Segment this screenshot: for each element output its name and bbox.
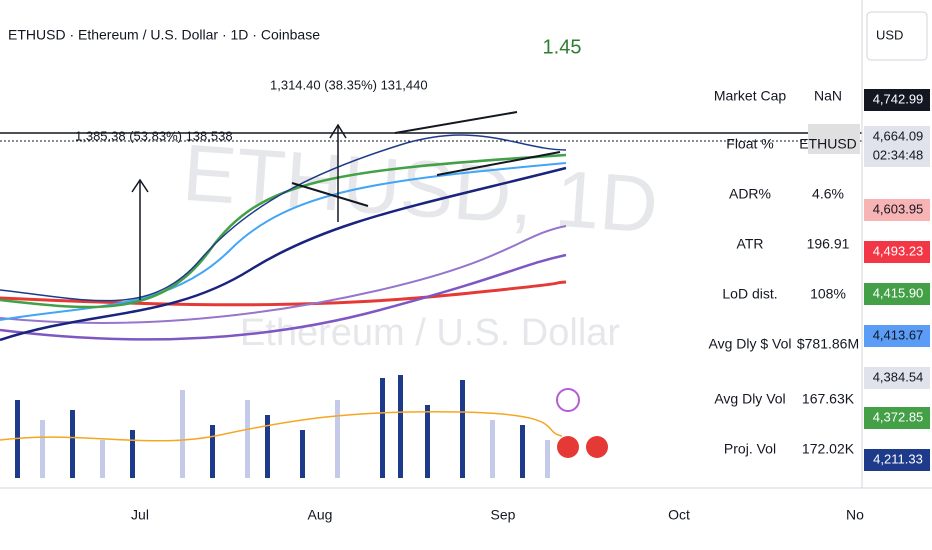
price-label: 02:34:48	[873, 147, 924, 162]
price-label-bg	[864, 367, 930, 389]
cell-bg	[808, 124, 860, 154]
stat-label: Float %	[726, 136, 773, 152]
stat-value: ETHUSD	[799, 136, 857, 152]
volume-ma	[0, 411, 563, 442]
price-label-bg	[864, 126, 930, 148]
measure-label: 1,314.40 (38.35%) 131,440	[270, 77, 428, 92]
currency-button[interactable]	[866, 11, 928, 61]
price-labels: 4,742.99 4,664.09 02:34:48 4,603.95 4,493.23…	[864, 89, 930, 471]
trend-line	[291, 182, 369, 207]
stat-value: $781.86M	[797, 336, 859, 352]
stats-table: Market Cap NaN Float % ETHUSD ADR% 4.6% ATR 196…	[708, 88, 860, 457]
arrow-head	[329, 123, 347, 139]
time-label: Jul	[131, 507, 149, 523]
trend-line	[436, 151, 561, 176]
event-icon[interactable]	[556, 388, 580, 412]
stat-label: Avg Dly $ Vol	[708, 336, 791, 352]
price-label: 4,664.09	[873, 128, 924, 143]
price-label-bg	[864, 449, 930, 471]
time-label: Sep	[491, 507, 516, 523]
price-label-bg	[864, 241, 930, 263]
price-path	[0, 134, 567, 302]
stat-value: 172.02K	[802, 441, 855, 457]
symbol-title: ETHUSD · Ethereum / U.S. Dollar · 1D · C…	[8, 27, 320, 43]
time-label: No	[846, 507, 864, 523]
stat-value: 167.63K	[802, 391, 855, 407]
ma-green	[0, 153, 567, 309]
price-label: 4,415.90	[873, 285, 924, 300]
indicator-value: 1.45	[543, 36, 582, 58]
ma-lavender	[0, 225, 567, 324]
price-label: 4,384.54	[873, 369, 924, 384]
stat-label: Market Cap	[714, 88, 787, 104]
price-label: 4,493.23	[873, 243, 924, 258]
price-label-bg	[864, 407, 930, 429]
stat-label: Avg Dly Vol	[714, 391, 785, 407]
price-label: 4,603.95	[873, 201, 924, 216]
price-label-bg	[864, 199, 930, 221]
price-label-bg	[864, 325, 930, 347]
event-icon[interactable]	[586, 436, 608, 458]
stat-value: 4.6%	[812, 186, 844, 202]
price-label-bg	[864, 89, 930, 111]
stat-value: NaN	[814, 88, 842, 104]
stat-value: 108%	[810, 286, 846, 302]
stat-value: 196.91	[807, 236, 850, 252]
stat-label: LoD dist.	[722, 286, 777, 302]
stat-label: Proj. Vol	[724, 441, 776, 457]
watermark-name: Ethereum / U.S. Dollar	[240, 312, 620, 354]
time-label: Aug	[308, 507, 333, 523]
currency[interactable]: USD	[876, 27, 903, 42]
price-label-bg	[864, 145, 930, 167]
ma-purple	[0, 253, 567, 341]
time-label: Oct	[668, 507, 690, 523]
price-label: 4,211.33	[873, 451, 923, 466]
trend-line	[394, 111, 518, 134]
price-label-bg	[864, 283, 930, 305]
ma-navy	[0, 166, 567, 342]
time-labels: Jul Aug Sep Oct No	[131, 507, 864, 523]
stat-label: ADR%	[729, 186, 771, 202]
arrow-head	[131, 178, 149, 193]
price-label: 4,742.99	[873, 91, 924, 106]
stat-label: ATR	[737, 236, 764, 252]
price-label: 4,372.85	[873, 409, 924, 424]
measure-label: 1,385.38 (53.83%) 138,538	[75, 128, 233, 143]
price-label: 4,413.67	[873, 327, 924, 342]
event-icon[interactable]	[557, 436, 579, 458]
